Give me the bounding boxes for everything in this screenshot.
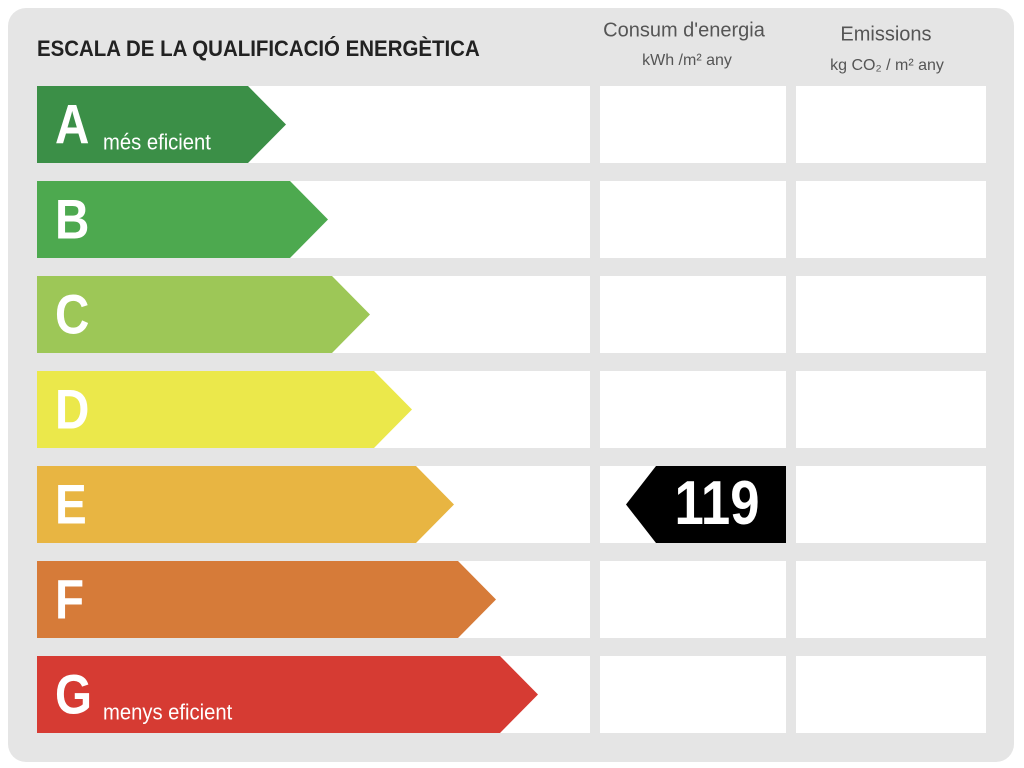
cell [796, 656, 986, 733]
cell [600, 276, 786, 353]
cell [600, 561, 786, 638]
column-unit: kg CO₂ / m² any [830, 57, 944, 74]
rating-letter: E [55, 474, 87, 536]
cell [796, 561, 986, 638]
rating-letter: A [55, 94, 89, 156]
indicator-value: 119 [675, 469, 760, 538]
cell [796, 276, 986, 353]
rating-letter: F [55, 569, 84, 631]
column-unit: kWh /m² any [642, 52, 732, 69]
cell [600, 371, 786, 448]
cell [600, 656, 786, 733]
cell [600, 86, 786, 163]
rating-arrow [37, 466, 454, 543]
rating-label: menys eficient [103, 701, 232, 725]
cell [796, 466, 986, 543]
rating-letter: D [55, 379, 89, 441]
rating-label: més eficient [103, 131, 211, 155]
rating-arrow [37, 371, 412, 448]
cell [600, 181, 786, 258]
rating-arrow [37, 86, 286, 163]
cell [796, 371, 986, 448]
cell [796, 86, 986, 163]
rating-arrow [37, 276, 370, 353]
rating-letter: C [55, 284, 89, 346]
rating-letter: B [55, 189, 89, 251]
rating-letter: G [55, 664, 92, 726]
cell [796, 181, 986, 258]
rating-arrow [37, 656, 538, 733]
column-title: Emissions [840, 23, 931, 45]
rating-arrow [37, 561, 496, 638]
indicator [626, 466, 786, 543]
title: ESCALA DE LA QUALIFICACIÓ ENERGÈTICA [37, 35, 480, 61]
column-title: Consum d'energia [603, 19, 766, 41]
rating-arrow [37, 181, 328, 258]
